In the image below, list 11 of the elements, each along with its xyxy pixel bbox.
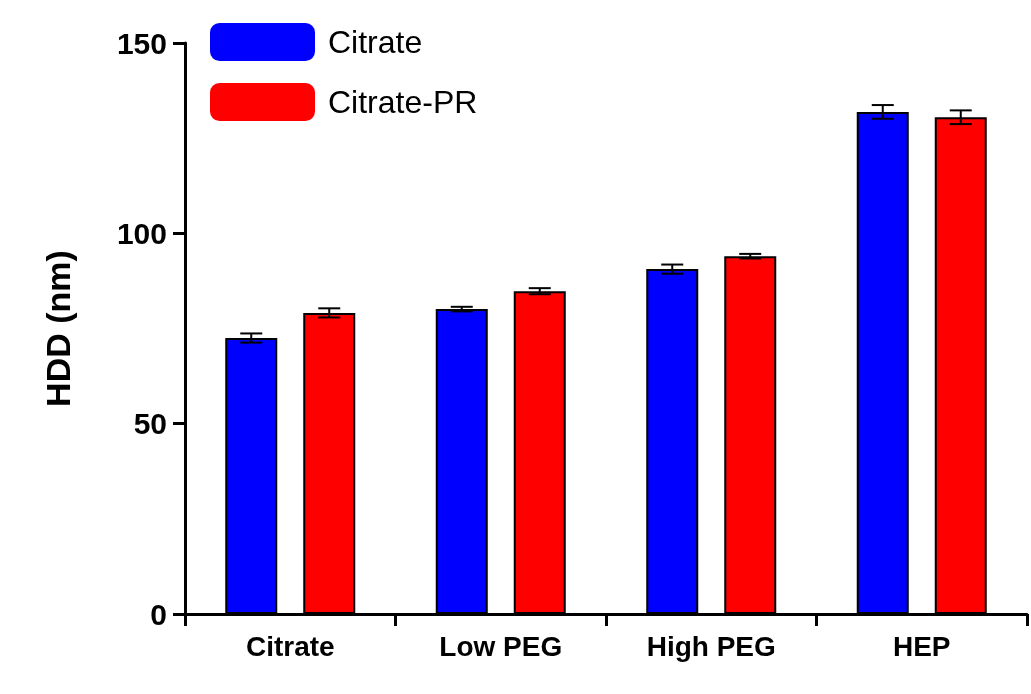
y-tick-label: 100 [116,216,167,250]
y-tick-label: 150 [116,26,167,60]
x-tick-label: HEP [892,630,951,662]
x-tick-label: Low PEG [439,630,563,662]
x-tick-label: High PEG [646,630,776,662]
y-axis-title: HDD (nm) [39,250,77,407]
y-tick-label: 0 [150,597,167,631]
legend-label: Citrate-PR [328,84,478,120]
legend-label: Citrate [328,24,423,60]
y-tick-label: 50 [133,407,167,441]
x-tick-label: Citrate [245,630,335,662]
